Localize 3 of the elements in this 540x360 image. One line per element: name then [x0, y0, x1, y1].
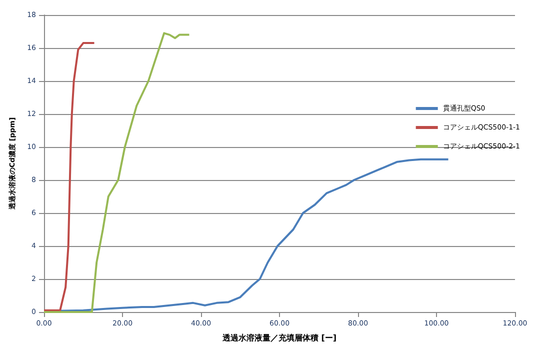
- x-axis-title: 透過水溶液量／充填層体積 [ー]: [221, 332, 337, 342]
- line-series: [43, 32, 190, 313]
- line-series: [43, 42, 96, 312]
